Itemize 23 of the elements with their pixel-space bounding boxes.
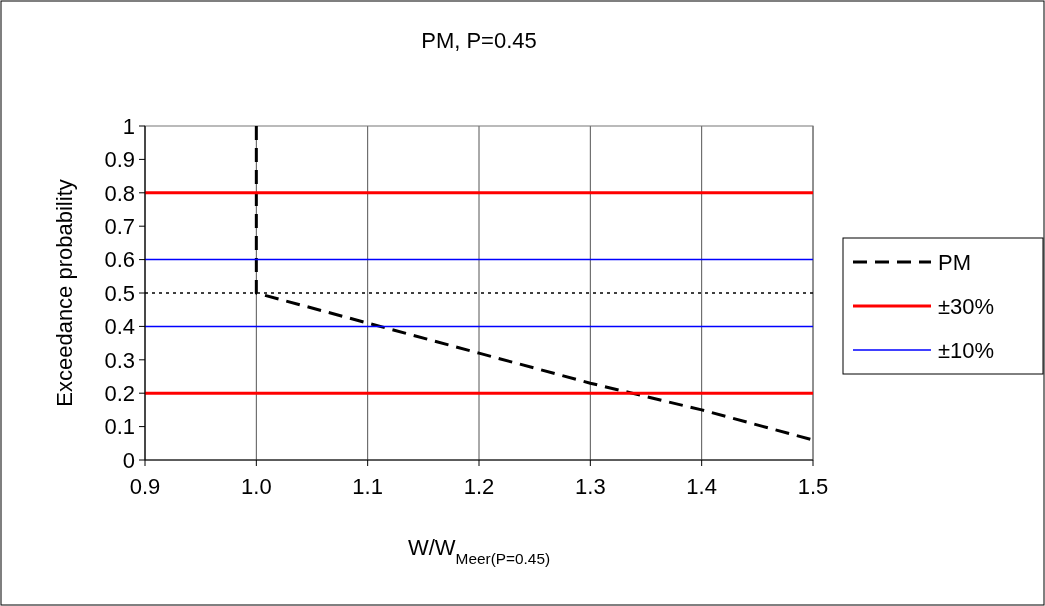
x-tick-label: 1.2 [463,474,495,499]
y-tick-label: 0.1 [104,414,135,440]
chart-title: PM, P=0.45 [421,28,537,53]
y-tick-label: 0 [122,447,135,473]
y-tick-label: 0.7 [104,213,135,239]
legend-label: ±10% [938,337,995,363]
y-tick-label: 0.2 [104,380,135,406]
legend-label: ±30% [938,293,995,319]
x-tick-label: 1.0 [241,474,272,499]
y-tick-label: 0.6 [104,247,135,273]
x-tick-label: 1.3 [575,474,606,499]
x-tick-label: 1.4 [686,474,717,499]
y-axis-title: Exceedance probability [52,179,77,407]
x-axis-title: W/W$_{Meer(P=0.45)}$ [407,535,551,567]
y-tick-label: 1 [122,113,135,139]
legend-label: PM [938,249,971,275]
y-tick-label: 0.8 [104,180,135,206]
x-tick-label: 1.5 [797,474,829,499]
y-tick-label: 0.5 [104,280,135,306]
y-tick-label: 0.3 [104,347,135,373]
x-tick-label: 1.1 [352,474,383,499]
y-tick-label: 0.9 [104,147,135,173]
y-tick-label: 0.4 [104,314,135,340]
